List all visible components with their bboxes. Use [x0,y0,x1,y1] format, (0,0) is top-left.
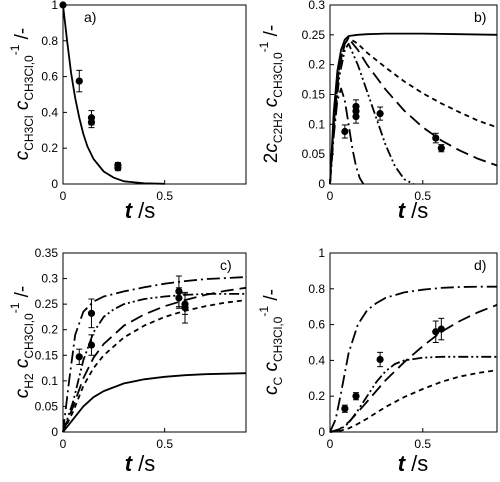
series-line-solid [62,372,247,433]
y-tick-label: 1 [318,246,325,260]
data-point [341,127,349,136]
data-point [432,134,440,142]
x-tick-label: 0 [60,189,67,203]
series-line-dash-dot-dot [329,355,497,433]
y-tick-label: 0 [318,177,325,191]
x-tick-label: 0 [327,189,334,203]
series-line-short-dash [329,36,498,185]
data-point [352,102,360,111]
data-point [114,164,122,172]
xlabel-d: t /s [398,451,429,476]
panel-c: cH2 cCH3Cl,0-1 /- t /s c) 0 0.05 0.1 0.15 0.… [8,246,247,476]
y-tick-label: 0.4 [41,105,58,119]
series-line-long-dash [62,286,247,433]
y-tick-label: 0.05 [302,147,326,161]
svg-text:cC cCH3Cl,0-1 /-: cC cCH3Cl,0-1 /- [257,289,285,395]
svg-text:2cC2H2 cCH3Cl,0-1 /-: 2cC2H2 cCH3Cl,0-1 /- [257,25,285,163]
plot-frame [62,252,247,433]
x-tick-label: 0.5 [156,437,173,451]
data-point [376,355,384,364]
series-line-solid [329,32,498,185]
y-tick-label: 0.8 [41,34,58,48]
y-tick-label: 0.25 [302,28,326,42]
series-line-long-dash [329,37,498,185]
y-tick-label: 0.1 [308,117,325,131]
y-tick-label: 0.25 [35,297,59,311]
x-tick-label: 0 [60,437,67,451]
series-line-short-dash [62,299,247,433]
series-line-dash-dot [62,276,247,433]
y-tick-label: 1 [51,0,58,12]
svg-text:cCH3Cl cCH3Cl,0-1 /-: cCH3Cl cCH3Cl,0-1 /- [8,28,36,161]
series-line-short-dash [329,369,498,433]
data-point [87,309,96,317]
panel-label-d: d) [474,257,486,273]
y-tick-label: 0.2 [41,323,58,337]
data-point [59,1,67,9]
series-line-dash-dot [329,87,365,185]
panel-label-c: c) [220,257,232,273]
series-line-dash-dot [329,285,497,433]
data-point [352,392,360,400]
panel-label-b: b) [474,9,486,25]
xlabel-b: t /s [398,198,429,223]
ylabel-a: cCH3Cl cCH3Cl,0-1 /- [8,28,36,161]
y-tick-label: 0.15 [35,348,59,362]
y-tick-label: 0.6 [308,318,325,332]
y-tick-label: 0.05 [35,399,59,413]
y-tick-label: 0 [51,177,58,191]
series-line-solid [62,4,165,185]
xlabel-a: t /s [125,198,156,223]
y-tick-label: 0.2 [308,58,325,72]
panel-a: cCH3Cl cCH3Cl,0-1 /- t /s a) 0 0.2 0.4 0.6 0… [8,0,247,223]
x-tick-label: 0.5 [414,189,431,203]
data-point [341,405,349,413]
panel-b: 2cC2H2 cCH3Cl,0-1 /- t /s b) 0 0.05 0.1 0.1… [257,0,498,223]
y-tick-label: 0.8 [308,282,325,296]
y-tick-label: 0 [51,425,58,439]
data-point [432,328,440,336]
y-tick-label: 0.3 [41,272,58,286]
series-line-dash-dot-dot [62,293,246,433]
x-tick-label: 0.5 [414,437,431,451]
y-tick-label: 0.4 [308,353,325,367]
data-point [87,341,96,349]
panel-label-a: a) [84,9,96,25]
x-tick-label: 0 [327,437,334,451]
series-line-dash-dot-dot [329,42,414,185]
data-point [181,304,189,312]
ylabel-d: cC cCH3Cl,0-1 /- [257,289,285,395]
y-tick-label: 0.35 [35,246,59,260]
y-tick-label: 0.15 [302,88,326,102]
x-tick-label: 0.5 [156,189,173,203]
ylabel-c: cH2 cCH3Cl,0-1 /- [8,286,36,399]
data-point [87,118,96,126]
series-line-long-dash [329,304,498,433]
xlabel-c: t /s [125,451,156,476]
data-point [75,77,83,85]
y-tick-label: 0.2 [41,141,58,155]
ylabel-b: 2cC2H2 cCH3Cl,0-1 /- [257,25,285,163]
data-point [75,353,83,361]
y-tick-label: 0.1 [41,374,58,388]
panel-d: cC cCH3Cl,0-1 /- t /s d) 0 0.2 0.4 0.6 0.8 1 0… [257,246,498,476]
svg-text:cH2 cCH3Cl,0-1 /-: cH2 cCH3Cl,0-1 /- [8,286,36,399]
y-tick-label: 0.2 [308,389,325,403]
data-point [437,144,445,152]
y-tick-label: 0.3 [308,0,325,12]
y-tick-label: 0 [318,425,325,439]
data-point [437,325,445,333]
y-tick-label: 0.6 [41,70,58,84]
plot-frame [62,4,247,185]
plot-frame [329,252,498,433]
data-point [175,287,183,295]
data-point [376,109,384,118]
